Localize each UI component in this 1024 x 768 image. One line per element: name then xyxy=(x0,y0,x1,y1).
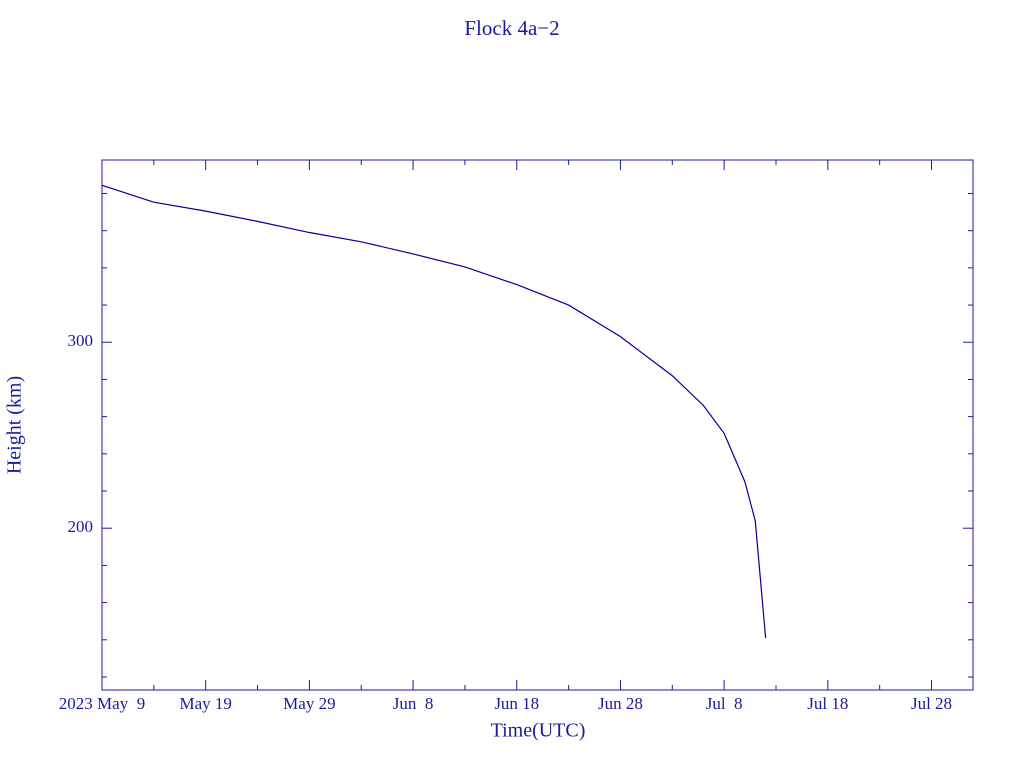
x-tick-label: Jun 28 xyxy=(598,694,643,713)
x-tick-label: Jul 28 xyxy=(911,694,952,713)
x-tick-label: Jul 18 xyxy=(807,694,848,713)
plot-frame xyxy=(101,159,974,691)
x-axis-label: Time(UTC) xyxy=(491,720,586,742)
x-tick-label: 2023 May 9 xyxy=(59,694,145,713)
x-tick-label: Jun 8 xyxy=(393,694,434,713)
x-tick-label: May 19 xyxy=(179,694,231,713)
chart-title: Flock 4a−2 xyxy=(464,16,559,40)
x-tick-label: Jul 8 xyxy=(706,694,743,713)
y-tick-label: 300 xyxy=(68,331,94,350)
y-tick-label: 200 xyxy=(68,517,94,536)
x-tick-label: May 29 xyxy=(283,694,335,713)
y-axis-label: Height (km) xyxy=(4,376,26,474)
data-line xyxy=(101,184,767,638)
x-tick-label: Jun 18 xyxy=(494,694,539,713)
